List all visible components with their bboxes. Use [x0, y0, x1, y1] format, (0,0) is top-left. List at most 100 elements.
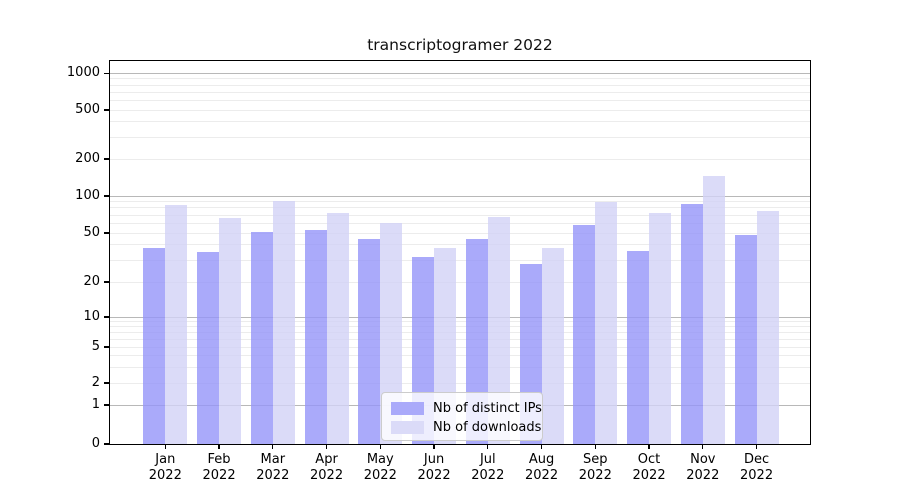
- gridline-major: [110, 72, 810, 74]
- x-tick-label: Oct 2022: [617, 452, 681, 484]
- gridline-minor: [110, 355, 810, 357]
- bar-distinct-ips: [197, 252, 220, 444]
- x-tick-mark: [648, 444, 650, 449]
- x-tick-label: Sep 2022: [563, 452, 627, 484]
- gridline-minor: [110, 232, 810, 234]
- bar-downloads: [165, 205, 188, 444]
- gridline-minor: [110, 91, 810, 93]
- x-tick-year: 2022: [363, 468, 397, 483]
- bar-distinct-ips: [250, 231, 273, 444]
- gridline-minor: [110, 84, 810, 86]
- y-tick-label: 1000: [66, 65, 100, 81]
- y-tick-label: 0: [91, 436, 100, 451]
- x-tick-month: Dec: [743, 452, 770, 467]
- bar-distinct-ips: [143, 247, 166, 444]
- gridline-minor: [110, 382, 810, 384]
- gridline-minor: [110, 207, 810, 209]
- bar-downloads: [702, 176, 725, 444]
- bar-downloads: [649, 212, 672, 444]
- gridline-minor: [110, 99, 810, 101]
- y-tick-label: 5: [91, 339, 100, 354]
- y-tick-mark: [104, 195, 110, 197]
- x-tick-year: 2022: [525, 468, 559, 483]
- x-tick-label: Mar 2022: [241, 452, 305, 484]
- gridline-minor: [110, 281, 810, 283]
- y-tick-mark: [104, 72, 110, 74]
- y-tick-mark: [104, 158, 110, 160]
- gridline-minor: [110, 321, 810, 323]
- x-tick-mark: [325, 444, 328, 449]
- y-tick-label: 10: [83, 309, 100, 324]
- y-tick-mark: [104, 109, 110, 111]
- x-tick-month: May: [366, 452, 394, 467]
- x-tick-year: 2022: [310, 468, 344, 483]
- gridline-minor: [110, 78, 810, 80]
- legend-label-distinct-ips: Nb of distinct IPs: [433, 401, 542, 416]
- bar-downloads: [380, 223, 403, 444]
- x-tick-month: Mar: [260, 452, 286, 467]
- x-tick-mark: [272, 444, 274, 449]
- bar-distinct-ips: [627, 250, 650, 444]
- x-tick-mark: [702, 444, 704, 449]
- y-tick-mark: [104, 382, 110, 384]
- bar-distinct-ips: [734, 235, 757, 444]
- x-tick-month: Jun: [423, 452, 445, 467]
- left-spine: [108, 59, 110, 446]
- y-tick-label: 20: [83, 274, 100, 289]
- gridline-major: [110, 195, 810, 197]
- gridline-minor: [110, 331, 810, 333]
- x-tick-year: 2022: [632, 468, 666, 483]
- gridline-minor: [110, 201, 810, 203]
- x-tick-year: 2022: [686, 468, 720, 483]
- x-tick-label: Nov 2022: [671, 452, 735, 484]
- bar-downloads: [272, 201, 295, 444]
- bar-downloads: [326, 212, 349, 444]
- chart-title: transcriptogramer 2022: [367, 36, 553, 54]
- x-tick-month: Nov: [690, 452, 716, 467]
- gridline-minor: [110, 222, 810, 224]
- gridline-minor: [110, 136, 810, 138]
- x-tick-month: Feb: [207, 452, 231, 467]
- legend: Nb of distinct IPs Nb of downloads: [381, 392, 543, 441]
- x-tick-mark: [540, 444, 543, 449]
- y-tick-mark: [104, 232, 110, 234]
- bar-distinct-ips: [304, 229, 327, 444]
- y-tick-mark: [104, 443, 110, 445]
- legend-swatch-distinct-ips: [391, 402, 424, 415]
- gridline-minor: [110, 158, 810, 160]
- x-tick-year: 2022: [578, 468, 612, 483]
- y-tick-mark: [104, 281, 110, 283]
- x-tick-year: 2022: [202, 468, 236, 483]
- gridline-minor: [110, 121, 810, 123]
- x-tick-year: 2022: [471, 468, 505, 483]
- gridline-minor: [110, 338, 810, 340]
- x-tick-label: Feb 2022: [187, 452, 251, 484]
- right-spine: [810, 59, 812, 446]
- x-tick-mark: [487, 444, 489, 449]
- y-tick-label: 100: [75, 188, 100, 203]
- x-tick-month: Oct: [637, 452, 661, 467]
- bar-downloads: [756, 211, 779, 444]
- x-tick-label: Jun 2022: [402, 452, 466, 484]
- x-tick-month: Jan: [155, 452, 176, 467]
- bar-distinct-ips: [573, 225, 596, 444]
- y-tick-label: 2: [91, 375, 100, 390]
- y-tick-label: 500: [75, 102, 100, 117]
- gridline-minor: [110, 366, 810, 368]
- x-tick-label: Jan 2022: [133, 452, 197, 484]
- x-tick-year: 2022: [417, 468, 451, 483]
- x-tick-year: 2022: [256, 468, 290, 483]
- legend-row-ips: Nb of distinct IPs: [391, 399, 542, 418]
- gridline-minor: [110, 326, 810, 328]
- gridline-minor: [110, 109, 810, 111]
- y-tick-mark: [104, 404, 110, 406]
- x-tick-label: May 2022: [348, 452, 412, 484]
- y-tick-label: 50: [83, 225, 100, 240]
- gridline-minor: [110, 259, 810, 261]
- x-tick-month: Aug: [528, 452, 555, 467]
- x-tick-mark: [379, 444, 381, 449]
- bottom-spine: [108, 444, 812, 446]
- x-tick-mark: [433, 444, 435, 449]
- legend-label-downloads: Nb of downloads: [433, 420, 542, 435]
